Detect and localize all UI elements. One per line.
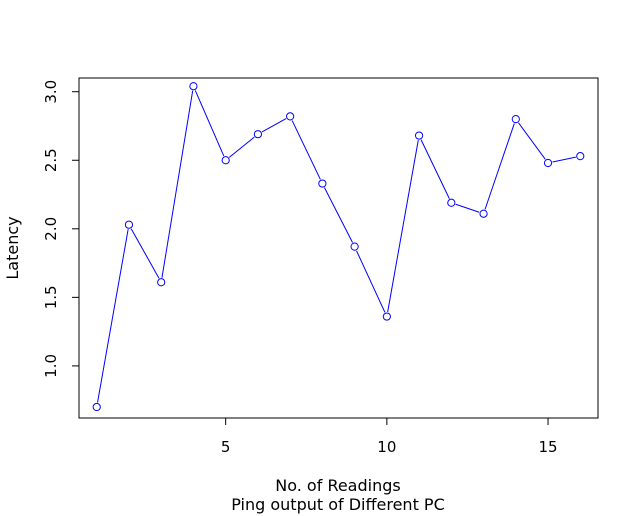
- y-tick-label: 2.0: [42, 217, 60, 241]
- series-segment: [387, 140, 419, 313]
- data-point: [318, 179, 327, 188]
- data-point: [253, 130, 263, 139]
- x-tick-label: 15: [538, 438, 557, 456]
- data-point: [447, 198, 456, 207]
- data-point: [511, 115, 520, 124]
- data-point: [189, 82, 198, 91]
- series-segment: [356, 250, 386, 313]
- y-tick-label: 1.5: [42, 285, 60, 309]
- series-segment: [324, 187, 353, 243]
- series-segment: [130, 228, 160, 279]
- series-segment: [161, 90, 194, 278]
- series-latency: [92, 82, 585, 412]
- series-segment: [420, 139, 450, 199]
- data-point: [576, 152, 585, 161]
- series-segment: [455, 203, 480, 213]
- data-point: [382, 312, 391, 321]
- y-tick-label: 2.5: [42, 148, 60, 172]
- x-tick-label: 10: [377, 438, 396, 456]
- y-axis-label: Latency: [3, 216, 22, 279]
- series-segment: [261, 118, 287, 133]
- x-axis: 5 10 15: [221, 417, 558, 456]
- data-point: [124, 220, 134, 229]
- y-axis: 1.0 1.5 2.0 2.5 3.0: [42, 80, 80, 378]
- data-point: [350, 242, 359, 251]
- chart-subtitle: Ping output of Different PC: [231, 495, 445, 514]
- x-axis-label: No. of Readings: [275, 476, 400, 495]
- data-point: [479, 209, 488, 218]
- x-tick-label: 5: [221, 438, 231, 456]
- y-tick-label: 1.0: [42, 354, 60, 378]
- series-segment: [552, 156, 576, 163]
- series-segment: [97, 229, 129, 403]
- series-segment: [484, 123, 515, 210]
- plot-frame: [78, 77, 599, 419]
- series-segment: [518, 122, 546, 160]
- series-segment: [228, 136, 255, 158]
- data-point: [543, 158, 553, 168]
- y-tick-label: 3.0: [42, 80, 60, 104]
- series-segment: [194, 90, 225, 157]
- data-point: [414, 131, 424, 140]
- data-point: [157, 278, 166, 287]
- data-point: [286, 112, 295, 121]
- data-point: [221, 156, 230, 165]
- data-point: [92, 402, 101, 412]
- series-segment: [291, 120, 321, 180]
